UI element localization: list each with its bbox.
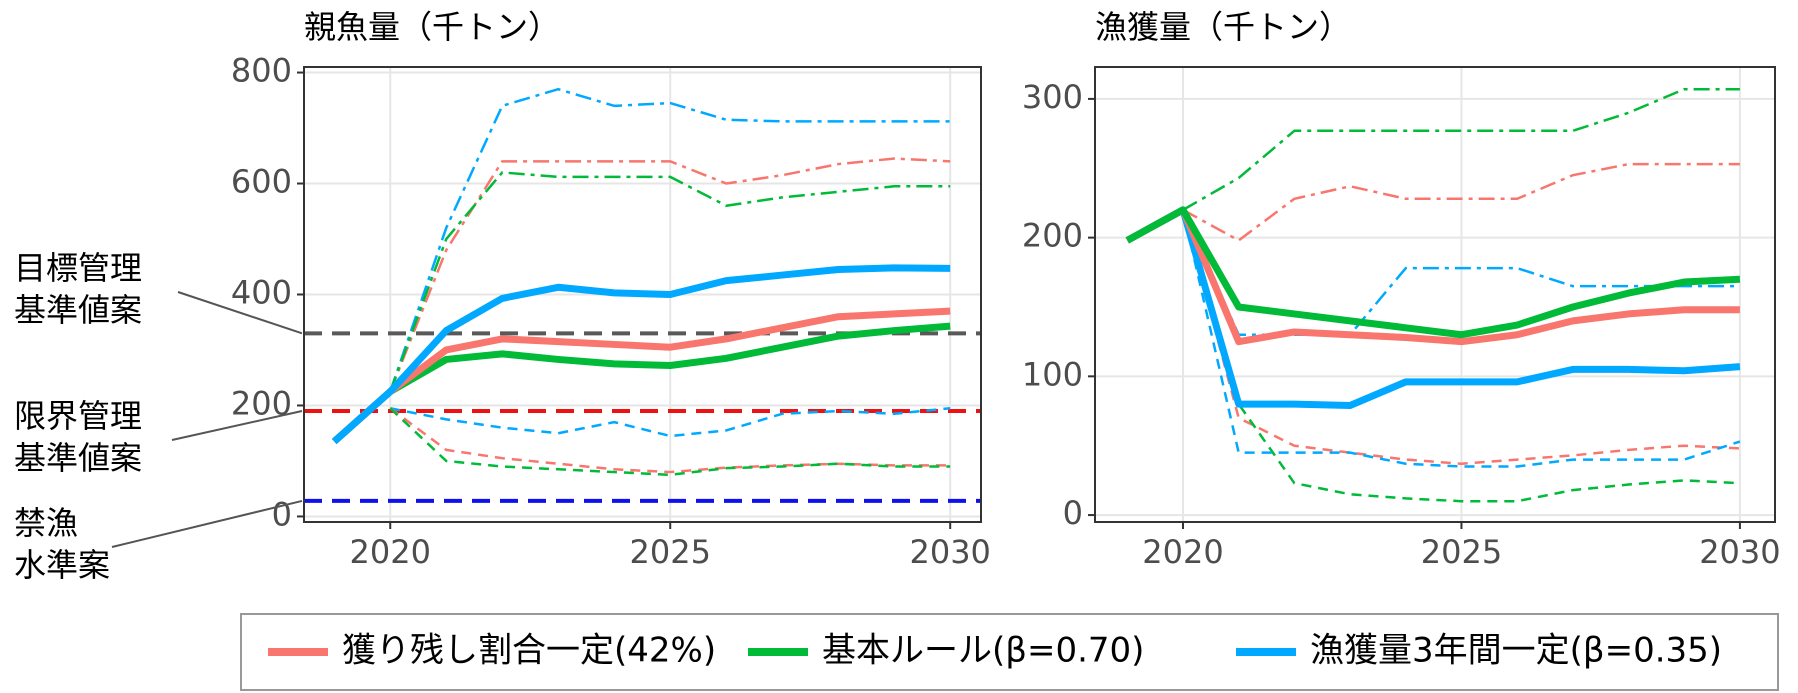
reference-label: 基準値案 xyxy=(14,439,142,477)
y-tick-label: 100 xyxy=(1022,355,1083,393)
series-line xyxy=(1182,87,1740,211)
series-line xyxy=(1125,206,1740,346)
y-tick-label: 400 xyxy=(231,274,292,312)
x-tick-label: 2030 xyxy=(1699,533,1780,571)
series-line xyxy=(389,171,951,393)
series-line xyxy=(389,407,951,474)
reference-label: 基準値案 xyxy=(14,291,142,329)
series-line xyxy=(1181,209,1740,465)
reference-label: 水準案 xyxy=(14,546,110,584)
series-line xyxy=(389,157,951,393)
legend-label: 基本ルール(β=0.70) xyxy=(822,631,1144,671)
legend-label: 獲り残し割合一定(42%) xyxy=(342,631,716,671)
leader-line xyxy=(111,499,303,548)
reference-label: 禁漁 xyxy=(14,504,78,542)
series-line xyxy=(331,307,951,445)
x-tick-label: 2020 xyxy=(350,533,431,571)
legend-box xyxy=(240,613,1779,691)
reference-label: 目標管理 xyxy=(14,249,142,287)
leader-line xyxy=(171,410,303,441)
y-tick-label: 200 xyxy=(231,384,292,422)
y-tick-label: 200 xyxy=(1022,217,1083,255)
chart-title: 漁獲量（千トン） xyxy=(1095,8,1351,46)
series-line xyxy=(1182,162,1740,242)
plot-border xyxy=(303,66,982,523)
series-line xyxy=(1125,206,1741,339)
x-tick-label: 2025 xyxy=(629,533,710,571)
x-tick-label: 2020 xyxy=(1142,533,1223,571)
y-tick-label: 300 xyxy=(1022,78,1083,116)
plot-border xyxy=(1094,66,1776,523)
chart-title: 親魚量（千トン） xyxy=(304,8,560,46)
series-line xyxy=(1181,209,1740,503)
series-line xyxy=(331,322,951,445)
legend-label: 漁獲量3年間一定(β=0.35) xyxy=(1310,631,1722,671)
series-line xyxy=(1125,206,1741,409)
series-line xyxy=(331,264,951,445)
y-tick-label: 800 xyxy=(231,52,292,90)
leader-line xyxy=(177,291,303,335)
y-tick-label: 600 xyxy=(231,163,292,201)
y-tick-label: 0 xyxy=(1063,494,1083,532)
series-line xyxy=(389,407,951,438)
y-tick-label: 0 xyxy=(272,495,292,533)
x-tick-label: 2025 xyxy=(1421,533,1502,571)
plot-background xyxy=(1095,67,1775,522)
x-tick-label: 2030 xyxy=(909,533,990,571)
series-line xyxy=(389,87,951,393)
reference-label: 限界管理 xyxy=(14,397,142,435)
